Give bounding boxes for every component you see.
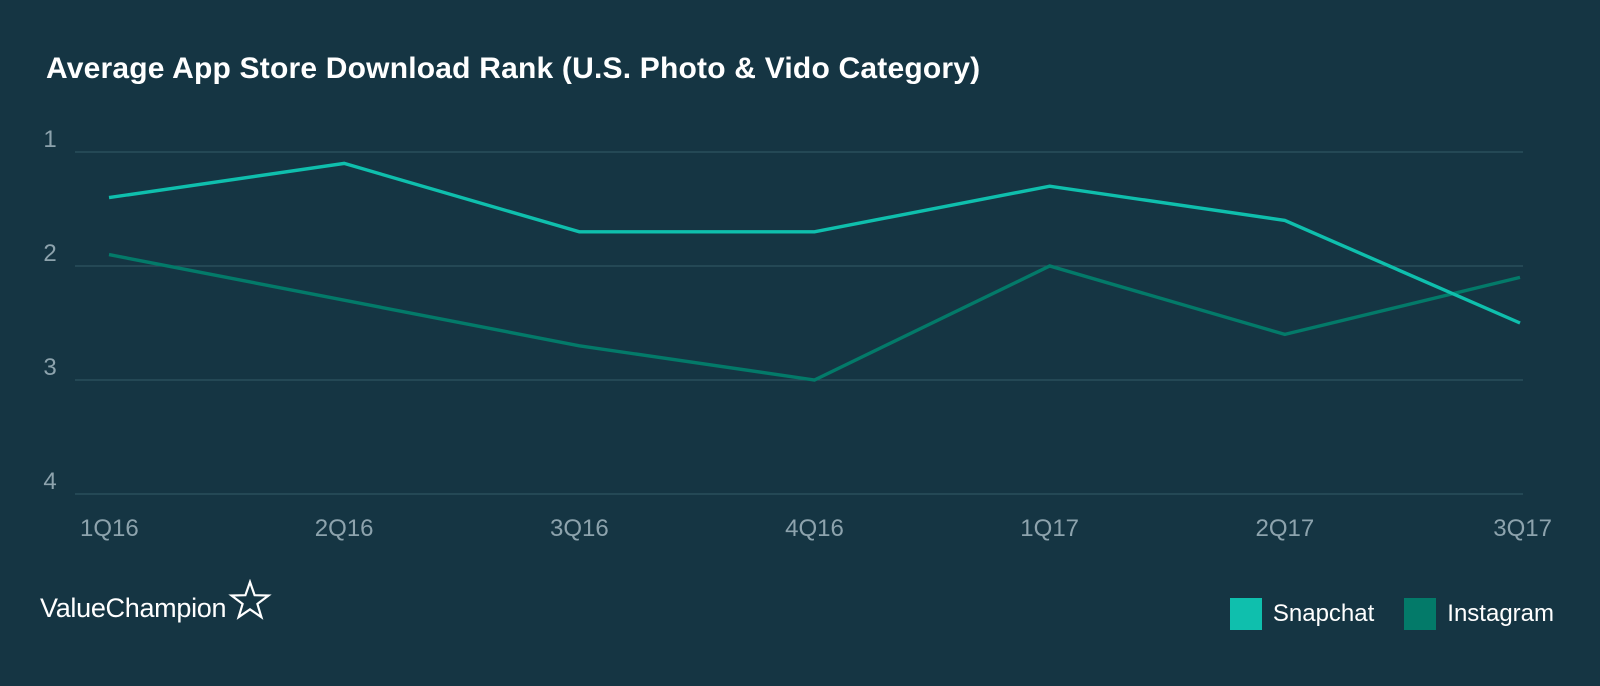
x-tick-label-4Q16: 4Q16	[785, 515, 844, 542]
legend-item-instagram: Instagram	[1404, 598, 1554, 630]
brand-logo: ValueChampion	[40, 578, 272, 633]
y-axis-tick-labels: 1 2 3 4	[43, 126, 56, 495]
series-line-instagram	[108, 252, 1521, 382]
legend-swatch-snapchat	[1229, 598, 1262, 630]
y-tick-label-3: 3	[43, 354, 56, 381]
legend-swatch-instagram	[1404, 598, 1437, 630]
x-tick-label-2Q17: 2Q17	[1255, 515, 1314, 542]
gridlines	[75, 151, 1523, 495]
y-tick-label-4: 4	[43, 468, 56, 495]
y-tick-label-2: 2	[43, 240, 56, 267]
y-tick-label-1: 1	[43, 126, 56, 153]
legend-item-snapchat: Snapchat	[1229, 598, 1375, 630]
x-axis-tick-labels: 1Q16 2Q16 3Q16 4Q16 1Q17 2Q17 3Q17	[80, 515, 1552, 542]
x-tick-label-1Q17: 1Q17	[1020, 515, 1079, 542]
series-lines	[108, 161, 1521, 382]
x-tick-label-3Q16: 3Q16	[550, 515, 609, 542]
star-outline-icon	[228, 578, 272, 628]
series-line-snapchat	[108, 161, 1521, 325]
brand-name: ValueChampion	[40, 592, 227, 623]
chart-legend: Snapchat Instagram	[1200, 598, 1554, 630]
chart-title: Average App Store Download Rank (U.S. Ph…	[46, 52, 981, 85]
legend-label-instagram: Instagram	[1447, 600, 1554, 627]
legend-label-snapchat: Snapchat	[1272, 600, 1375, 627]
x-tick-label-1Q16: 1Q16	[80, 515, 139, 542]
x-tick-label-2Q16: 2Q16	[315, 515, 374, 542]
x-tick-label-3Q17: 3Q17	[1493, 515, 1552, 542]
